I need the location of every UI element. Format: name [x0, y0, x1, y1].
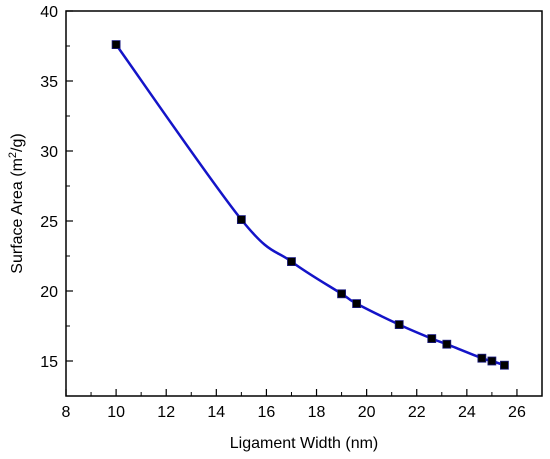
- data-point: [111, 40, 121, 49]
- x-tick-label: 22: [408, 404, 426, 421]
- x-tick-label: 18: [308, 404, 326, 421]
- y-axis-title-part-2: /g): [9, 133, 26, 152]
- x-tick-label: 10: [107, 404, 125, 421]
- fit-curve: [115, 43, 505, 367]
- plot-frame: [65, 10, 543, 397]
- x-axis: 8 10 12 14 16 18 20 22 24 26: [62, 389, 526, 421]
- data-point: [442, 339, 452, 349]
- data-point: [352, 299, 362, 309]
- x-tick-label: 20: [358, 404, 376, 421]
- x-tick-label: 12: [157, 404, 175, 421]
- y-tick-label: 25: [40, 214, 58, 231]
- data-markers: [111, 40, 509, 370]
- x-tick-label: 26: [508, 404, 526, 421]
- y-axis: 15 20 25 30 35 40: [40, 4, 73, 371]
- x-tick-label: 8: [62, 404, 71, 421]
- data-point: [500, 360, 509, 370]
- x-axis-title: Ligament Width (nm): [230, 435, 379, 452]
- y-axis-title-superscript: 2: [7, 152, 19, 158]
- data-point: [287, 257, 296, 267]
- y-tick-label: 15: [40, 354, 58, 371]
- data-point: [236, 215, 246, 225]
- data-point: [427, 334, 437, 344]
- y-tick-label: 30: [40, 144, 58, 161]
- y-axis-title: Surface Area (m2/g): [7, 133, 26, 273]
- y-tick-label: 20: [40, 284, 58, 301]
- x-tick-label: 16: [258, 404, 276, 421]
- data-point: [487, 356, 497, 366]
- x-tick-label: 14: [207, 404, 225, 421]
- y-tick-label: 40: [40, 4, 58, 21]
- data-point: [394, 320, 404, 330]
- data-point: [337, 289, 346, 299]
- y-tick-label: 35: [40, 74, 58, 91]
- data-point: [477, 353, 487, 363]
- y-axis-title-part-1: Surface Area (m: [9, 158, 26, 274]
- x-tick-label: 24: [458, 404, 476, 421]
